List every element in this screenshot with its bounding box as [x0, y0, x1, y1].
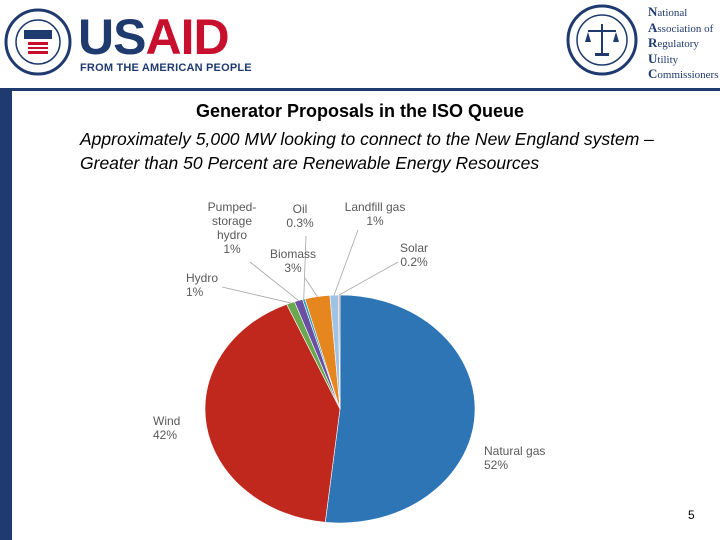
naruc-seal-icon: [566, 4, 638, 76]
naruc-line: National: [648, 4, 688, 19]
slice-label: Solar 0.2%: [400, 241, 428, 269]
usaid-seal-icon: [4, 8, 72, 76]
pie-slice-natural-gas: [324, 294, 476, 524]
leader-line: [249, 261, 299, 301]
slice-label: Oil 0.3%: [286, 202, 314, 230]
pie-leader-lines: [221, 229, 399, 304]
pie-slice-solar: [338, 294, 341, 410]
slice-label: Biomass 3%: [270, 247, 316, 275]
usaid-tagline: FROM THE AMERICAN PEOPLE: [80, 62, 252, 74]
pie-slice-wind: [204, 303, 341, 523]
leader-line: [338, 261, 399, 296]
slice-label: Pumped-storage hydro 1%: [208, 200, 257, 256]
slice-label: Natural gas 52%: [484, 444, 545, 472]
slice-label: Hydro 1%: [186, 271, 218, 299]
slide-subtitle: Approximately 5,000 MW looking to connec…: [80, 129, 654, 173]
naruc-wordmark: National Association of Regulatory Utili…: [648, 4, 719, 83]
naruc-line: Utility: [648, 50, 679, 66]
leader-line: [221, 286, 291, 304]
naruc-line: Association of: [648, 19, 714, 35]
slice-label: Wind 42%: [153, 414, 180, 442]
slide-header: USAID FROM THE AMERICAN PEOPLE National …: [0, 0, 720, 88]
slide-title: Generator Proposals in the ISO Queue: [195, 101, 525, 121]
pie-labels: Natural gas 52% Wind 42% Hydro 1% Pumped-stora…: [153, 200, 545, 472]
leader-line: [333, 229, 359, 296]
usaid-logo: USAID: [78, 9, 230, 65]
left-accent-bar: [0, 91, 12, 540]
naruc-line: Regulatory: [648, 35, 699, 50]
page-number: 5: [688, 508, 695, 522]
naruc-line: Commissioners: [648, 66, 719, 81]
slice-label: Landfill gas 1%: [345, 200, 406, 228]
header-divider: [0, 88, 720, 91]
pie-slices: [204, 294, 476, 524]
leader-line: [303, 235, 307, 300]
leader-line: [304, 277, 318, 297]
